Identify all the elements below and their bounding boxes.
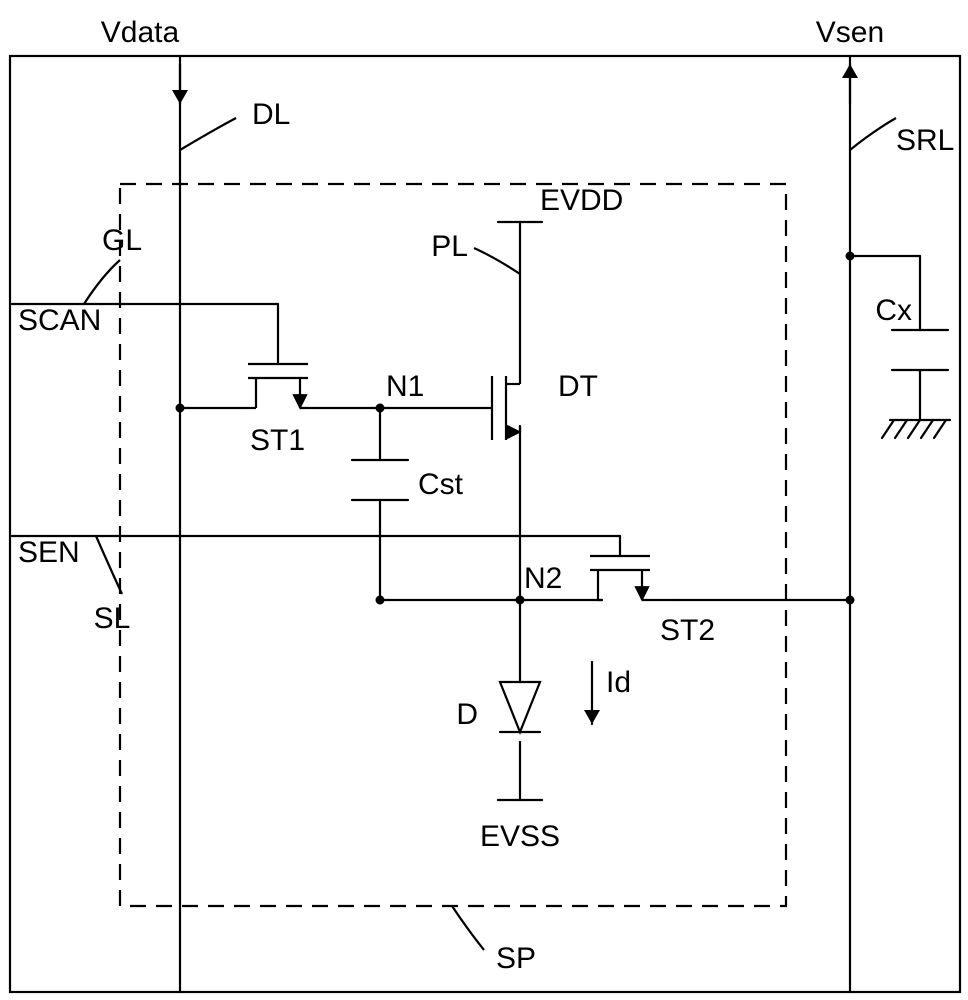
dt-transistor	[486, 344, 520, 440]
label-evss: EVSS	[480, 820, 560, 853]
label-vsen: Vsen	[816, 16, 884, 49]
label-srl: SRL	[896, 124, 954, 157]
leader	[452, 906, 484, 950]
leader	[96, 536, 122, 594]
label-dt: DT	[558, 370, 598, 403]
label-sen: SEN	[18, 536, 80, 569]
label-scan: SCAN	[18, 304, 101, 337]
leader	[84, 260, 120, 304]
sp-box	[120, 184, 786, 906]
label-cx: Cx	[875, 294, 912, 327]
label-evdd: EVDD	[540, 184, 623, 217]
label-n1: N1	[386, 370, 424, 403]
label-dl: DL	[252, 98, 290, 131]
leader	[850, 118, 896, 150]
label-n2: N2	[524, 562, 562, 595]
diode-icon	[500, 682, 540, 732]
label-pl: PL	[431, 230, 468, 263]
label-sp: SP	[496, 942, 536, 975]
label-d: D	[456, 698, 478, 731]
label-st2: ST2	[660, 614, 715, 647]
st2-transistor	[590, 554, 680, 600]
label-st1: ST1	[250, 424, 305, 457]
st1-transistor	[240, 304, 318, 408]
label-sl: SL	[94, 602, 131, 635]
label-id: Id	[606, 666, 631, 699]
label-vdata: Vdata	[101, 16, 180, 49]
leader	[180, 118, 236, 150]
label-cst: Cst	[418, 468, 464, 501]
label-gl: GL	[102, 224, 142, 257]
leader	[474, 248, 520, 274]
